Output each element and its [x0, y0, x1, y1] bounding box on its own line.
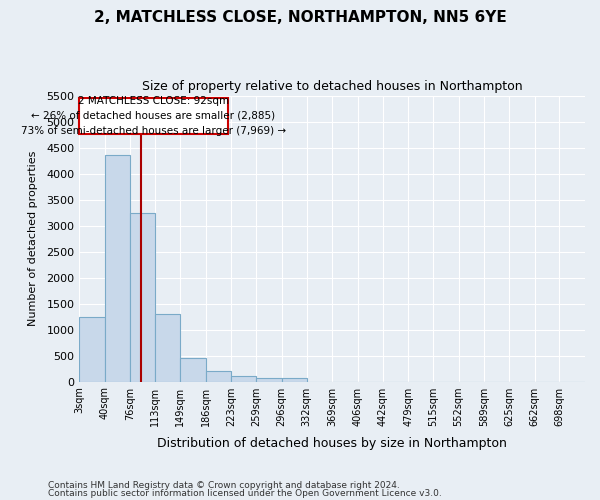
- Bar: [206, 371, 231, 382]
- Bar: [79, 316, 105, 382]
- Bar: [256, 378, 282, 382]
- Bar: [282, 378, 307, 382]
- Bar: [155, 314, 180, 382]
- X-axis label: Distribution of detached houses by size in Northampton: Distribution of detached houses by size …: [157, 437, 507, 450]
- FancyBboxPatch shape: [79, 98, 228, 134]
- Bar: [105, 156, 130, 382]
- Text: Contains HM Land Registry data © Crown copyright and database right 2024.: Contains HM Land Registry data © Crown c…: [48, 481, 400, 490]
- Text: Contains public sector information licensed under the Open Government Licence v3: Contains public sector information licen…: [48, 488, 442, 498]
- Text: 2, MATCHLESS CLOSE, NORTHAMPTON, NN5 6YE: 2, MATCHLESS CLOSE, NORTHAMPTON, NN5 6YE: [94, 10, 506, 25]
- Y-axis label: Number of detached properties: Number of detached properties: [28, 151, 38, 326]
- Bar: [231, 376, 256, 382]
- Text: 2 MATCHLESS CLOSE: 92sqm
← 26% of detached houses are smaller (2,885)
73% of sem: 2 MATCHLESS CLOSE: 92sqm ← 26% of detach…: [21, 96, 286, 136]
- Bar: [130, 212, 155, 382]
- Title: Size of property relative to detached houses in Northampton: Size of property relative to detached ho…: [142, 80, 523, 93]
- Bar: [180, 358, 206, 382]
